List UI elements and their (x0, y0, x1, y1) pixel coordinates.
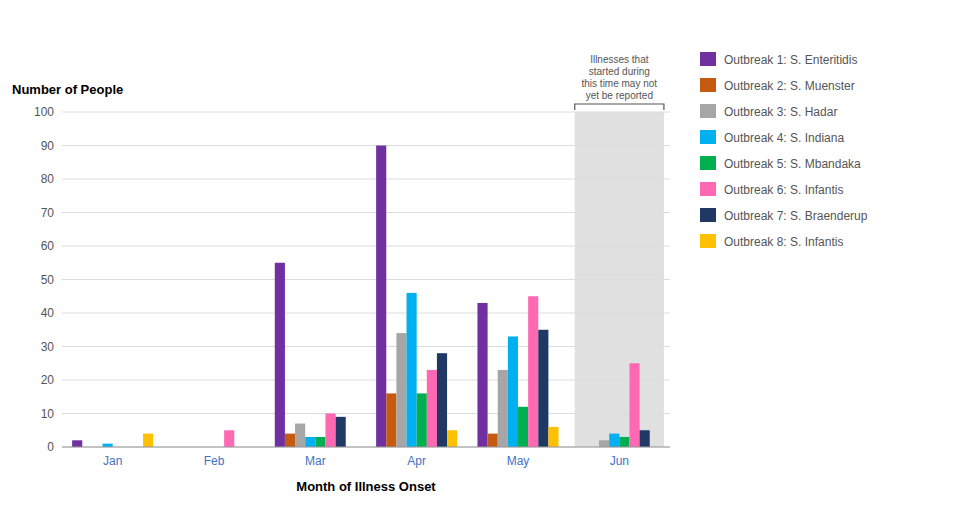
legend-label: Outbreak 2: S. Muenster (724, 79, 855, 93)
title: Number of People (12, 82, 123, 97)
legend-swatch (700, 104, 716, 118)
y-tick-label: 100 (34, 105, 54, 119)
bar (325, 414, 335, 448)
grid-line (62, 346, 670, 347)
bar (518, 407, 528, 447)
bar (295, 424, 305, 447)
bar (498, 370, 508, 447)
annotation: Illnesses thatstarted duringthis time ma… (582, 54, 658, 101)
grid-line (62, 313, 670, 314)
grid-line (62, 246, 670, 247)
bar (305, 437, 315, 447)
grid-line (62, 413, 670, 414)
y-tick-label: 60 (41, 239, 55, 253)
bar (275, 263, 285, 447)
x-tick-label: Apr (407, 454, 426, 468)
x-tick-label: May (507, 454, 530, 468)
bar (143, 434, 153, 447)
grid-line (62, 279, 670, 280)
legend-label: Outbreak 1: S. Enteritidis (724, 53, 857, 67)
bar (548, 427, 558, 447)
bar (315, 437, 325, 447)
y-tick-label: 70 (41, 206, 55, 220)
y-tick-label: 40 (41, 306, 55, 320)
y-tick-label: 30 (41, 340, 55, 354)
legend-swatch (700, 52, 716, 66)
bar (224, 430, 234, 447)
y-tick-label: 80 (41, 172, 55, 186)
y-tick-label: 10 (41, 407, 55, 421)
grid-line (62, 179, 670, 180)
annotation-bracket (575, 104, 664, 110)
legend-swatch (700, 182, 716, 196)
grid-line (62, 447, 670, 448)
x-tick-label: Feb (204, 454, 225, 468)
bar (488, 434, 498, 447)
bar (609, 434, 619, 447)
legend-label: Outbreak 7: S. Braenderup (724, 209, 868, 223)
y-tick-label: 20 (41, 373, 55, 387)
bar (629, 363, 639, 447)
grid-line (62, 380, 670, 381)
legend-label: Outbreak 6: S. Infantis (724, 183, 843, 197)
bar (386, 393, 396, 447)
legend: Outbreak 1: S. Enteritidis Outbreak 2: S.… (700, 52, 868, 249)
bar (447, 430, 457, 447)
bar (619, 437, 629, 447)
x-axis-label: Month of Illness Onset (296, 479, 436, 494)
x-tick-label: Jun (610, 454, 629, 468)
chart: 0 10 20 30 40 50 60 70 80 90 100 Jan Feb Mar Apr May Jun… (0, 0, 960, 519)
grid-line (62, 112, 670, 113)
y-tick-label: 90 (41, 139, 55, 153)
x-tick-label: Mar (305, 454, 326, 468)
legend-label: Outbreak 8: S. Infantis (724, 235, 843, 249)
grid (62, 112, 670, 447)
bar (437, 353, 447, 447)
legend-swatch (700, 130, 716, 144)
grid-line (62, 212, 670, 213)
bar (477, 303, 487, 447)
bar (285, 434, 295, 447)
x-tick-label: Jan (103, 454, 122, 468)
bar (103, 444, 113, 447)
x-axis-line (62, 447, 670, 448)
bar (640, 430, 650, 447)
grid-line (62, 145, 670, 146)
bar (407, 293, 417, 447)
legend-swatch (700, 234, 716, 248)
bars (72, 146, 650, 448)
y-tick-label: 0 (47, 440, 54, 454)
bar (336, 417, 346, 447)
bar (376, 146, 386, 448)
bar (396, 333, 406, 447)
legend-swatch (700, 78, 716, 92)
legend-label: Outbreak 4: S. Indiana (724, 131, 844, 145)
legend-label: Outbreak 3: S. Hadar (724, 105, 837, 119)
bar (538, 330, 548, 447)
legend-swatch (700, 208, 716, 222)
y-tick-label: 50 (41, 273, 55, 287)
bar (417, 393, 427, 447)
bar (508, 336, 518, 447)
legend-swatch (700, 156, 716, 170)
bar (599, 440, 609, 447)
bar (528, 296, 538, 447)
bar (427, 370, 437, 447)
bar (72, 440, 82, 447)
legend-label: Outbreak 5: S. Mbandaka (724, 157, 861, 171)
